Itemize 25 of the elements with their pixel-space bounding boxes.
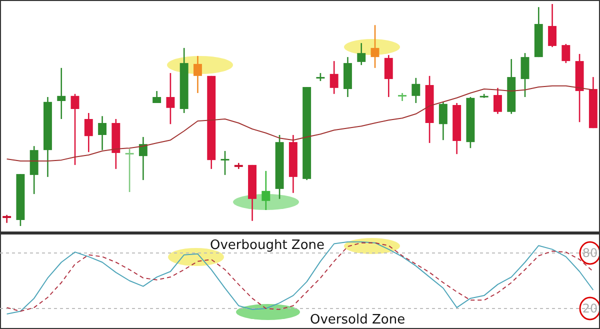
candlestick bbox=[194, 55, 202, 94]
candlestick bbox=[562, 43, 570, 64]
candlestick bbox=[438, 101, 448, 141]
candlestick bbox=[125, 148, 134, 193]
y-tick-label: 80 bbox=[582, 246, 598, 260]
annotation: Overbought Zone bbox=[210, 238, 325, 254]
candlestick bbox=[398, 92, 406, 102]
candlestick bbox=[84, 112, 93, 153]
candlestick bbox=[494, 87, 502, 115]
candlestick bbox=[370, 24, 380, 69]
candlestick bbox=[220, 150, 230, 176]
annotation: Oversold Zone bbox=[310, 312, 406, 328]
y-tick-label: 20 bbox=[582, 302, 598, 316]
candlestick bbox=[166, 72, 175, 125]
candlestick bbox=[70, 93, 80, 166]
candlestick bbox=[412, 77, 420, 104]
candlestick bbox=[330, 60, 338, 95]
candlestick bbox=[262, 170, 270, 211]
candlestick bbox=[384, 54, 393, 98]
candlestick bbox=[98, 115, 106, 151]
candlestick bbox=[138, 136, 148, 181]
candlestick bbox=[548, 3, 556, 48]
candlestick bbox=[57, 67, 66, 120]
candlestick bbox=[520, 52, 530, 98]
candlestick bbox=[357, 42, 366, 66]
